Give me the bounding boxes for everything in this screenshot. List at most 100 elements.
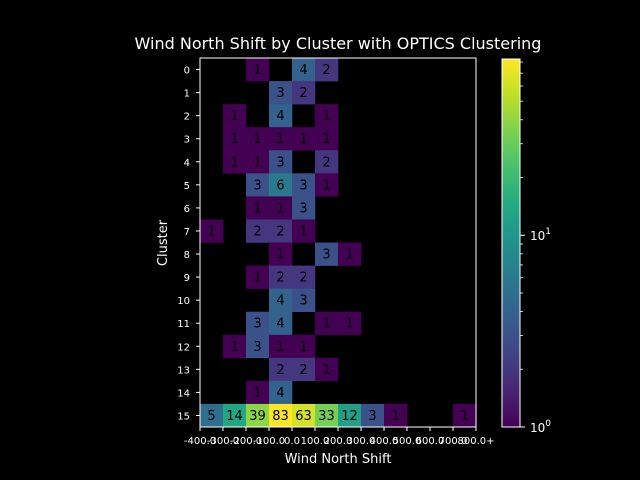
heatmap-cell bbox=[338, 311, 362, 336]
heatmap-cell bbox=[246, 334, 270, 359]
heatmap-cell bbox=[292, 403, 316, 428]
cell-value-label: 12 bbox=[341, 409, 358, 424]
heatmap-cell bbox=[315, 357, 339, 382]
cell-value-label: 1 bbox=[322, 109, 330, 124]
heatmap-cell bbox=[246, 196, 270, 220]
y-tick-label: 4 bbox=[184, 158, 190, 169]
heatmap-cell bbox=[269, 150, 293, 174]
cell-labels: 1 4 23 21 4 11 1 1 1 11 1 3 23 6 3 11 1 31 2 2 11 3 11 2 24 33 4 1 1… bbox=[207, 63, 468, 424]
x-tick-label: 300.0 bbox=[347, 436, 376, 447]
heatmap-cell bbox=[200, 403, 224, 428]
cell-value-label: 2 bbox=[253, 224, 261, 239]
cell-value-label: 1 bbox=[276, 248, 284, 263]
cell-value-label: 4 bbox=[276, 109, 284, 124]
y-tick-label: 11 bbox=[177, 319, 190, 330]
heatmap-cell bbox=[246, 127, 270, 151]
heatmap-cell bbox=[246, 150, 270, 174]
cell-value-label: 1 bbox=[391, 409, 399, 424]
cell-value-label: 1 bbox=[299, 340, 307, 355]
cell-value-label: 2 bbox=[276, 271, 284, 286]
cell-value-label: 1 bbox=[253, 271, 261, 286]
cell-value-label: 3 bbox=[322, 248, 330, 263]
cell-value-label: 1 bbox=[230, 340, 238, 355]
cell-value-label: 4 bbox=[276, 294, 284, 309]
heatmap-cell bbox=[269, 127, 293, 151]
heatmap-cell bbox=[269, 81, 293, 105]
heatmap-cell bbox=[269, 380, 293, 405]
cell-value-label: 1 bbox=[276, 201, 284, 216]
cell-value-label: 5 bbox=[207, 409, 215, 424]
y-tick-label: 15 bbox=[177, 411, 190, 422]
x-tick-label: 0.0 bbox=[284, 436, 300, 447]
heatmap-cell bbox=[292, 173, 316, 197]
heatmap-cell bbox=[338, 242, 362, 266]
heatmap-cell bbox=[223, 150, 247, 174]
cell-value-label: 1 bbox=[253, 386, 261, 401]
x-tick-label: 200.0 bbox=[324, 436, 353, 447]
cell-value-label: 1 bbox=[253, 63, 261, 78]
heatmap-cell bbox=[315, 242, 339, 266]
heatmap-cell bbox=[292, 334, 316, 359]
cell-value-label: 3 bbox=[253, 317, 261, 332]
heatmap-cell bbox=[292, 288, 316, 312]
heatmap-cell bbox=[292, 219, 316, 243]
heatmap-cell bbox=[315, 150, 339, 174]
cell-value-label: 1 bbox=[322, 132, 330, 147]
heatmap-cell bbox=[315, 173, 339, 197]
heatmap-cell bbox=[269, 265, 293, 289]
heatmap-cell bbox=[200, 219, 224, 243]
heatmap-cell bbox=[269, 334, 293, 359]
heatmap-cell bbox=[246, 58, 270, 82]
cell-value-label: 63 bbox=[295, 409, 312, 424]
heatmap-cell bbox=[246, 403, 270, 428]
heatmap-cell bbox=[292, 357, 316, 382]
cell-value-label: 1 bbox=[253, 155, 261, 170]
x-tick-label: 500.0 bbox=[393, 436, 422, 447]
cell-value-label: 1 bbox=[276, 340, 284, 355]
colorbar-tick-label: 100 bbox=[530, 419, 551, 435]
cell-value-label: 14 bbox=[226, 409, 243, 424]
x-tick-label: -200.0 bbox=[230, 436, 262, 447]
cell-value-label: 1 bbox=[276, 132, 284, 147]
heatmap-cell bbox=[246, 173, 270, 197]
x-axis-label: Wind North Shift bbox=[285, 452, 392, 467]
heatmap-cell bbox=[269, 196, 293, 220]
heatmap-cell bbox=[292, 127, 316, 151]
heatmap-cells bbox=[200, 58, 477, 428]
cell-value-label: 4 bbox=[276, 317, 284, 332]
heatmap-cell bbox=[269, 357, 293, 382]
y-tick-label: 1 bbox=[184, 89, 190, 100]
cell-value-label: 1 bbox=[230, 155, 238, 170]
cell-value-label: 1 bbox=[207, 224, 215, 239]
y-tick-label: 8 bbox=[184, 250, 190, 261]
heatmap-cell bbox=[269, 219, 293, 243]
cell-value-label: 2 bbox=[322, 63, 330, 78]
y-tick-label: 7 bbox=[184, 227, 190, 238]
cell-value-label: 2 bbox=[322, 155, 330, 170]
y-tick-label: 10 bbox=[177, 296, 190, 307]
x-axis-ticks: -400.0-300.0-200.0-100.00.0 100.0200.0300… bbox=[184, 427, 495, 447]
cell-value-label: 1 bbox=[322, 178, 330, 193]
cell-value-label: 1 bbox=[299, 132, 307, 147]
heatmap-cell bbox=[315, 403, 339, 428]
x-tick-label: -400.0 bbox=[184, 436, 216, 447]
cell-value-label: 1 bbox=[230, 132, 238, 147]
cell-value-label: 1 bbox=[460, 409, 468, 424]
y-tick-label: 5 bbox=[184, 181, 190, 192]
heatmap-cell bbox=[246, 380, 270, 405]
cell-value-label: 6 bbox=[276, 178, 284, 193]
cell-value-label: 1 bbox=[345, 317, 353, 332]
y-tick-label: 12 bbox=[177, 342, 190, 353]
cell-value-label: 3 bbox=[253, 178, 261, 193]
cell-value-label: 3 bbox=[253, 340, 261, 355]
y-tick-label: 13 bbox=[177, 365, 190, 376]
x-tick-label: 800.0+ bbox=[457, 436, 494, 447]
cell-value-label: 2 bbox=[276, 224, 284, 239]
y-tick-label: 6 bbox=[184, 204, 190, 215]
heatmap-cell bbox=[246, 219, 270, 243]
heatmap-cell bbox=[315, 311, 339, 336]
heatmap-cell bbox=[246, 265, 270, 289]
cell-value-label: 4 bbox=[299, 63, 307, 78]
heatmap-cell bbox=[315, 127, 339, 151]
